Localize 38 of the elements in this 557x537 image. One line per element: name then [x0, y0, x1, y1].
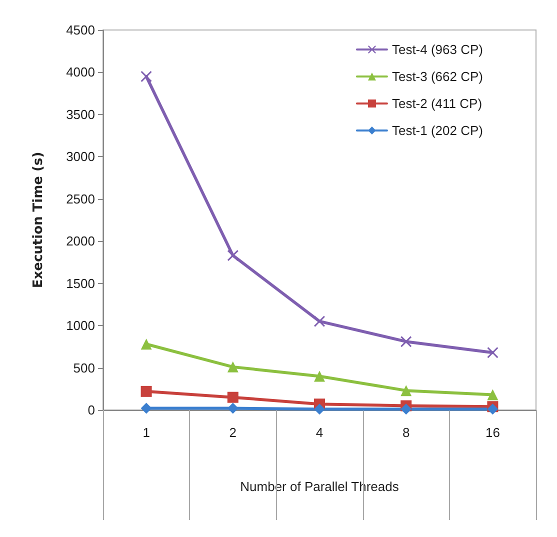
x-tick-label: 2 — [229, 425, 237, 440]
y-tick-label: 2500 — [66, 191, 95, 206]
point — [227, 392, 238, 403]
y-tick-label: 500 — [73, 360, 95, 376]
legend-label: Test-3 (662 CP) — [392, 69, 484, 84]
y-tick-label: 2000 — [66, 234, 95, 249]
point — [400, 404, 412, 415]
point — [140, 402, 152, 414]
point — [227, 250, 238, 261]
point — [314, 370, 325, 382]
point — [400, 336, 412, 348]
point — [140, 70, 152, 82]
y-tick-label: 3500 — [66, 106, 95, 122]
y-tick-label: 4500 — [66, 22, 95, 38]
x-axis-title: Number of Parallel Threads — [240, 479, 400, 494]
point — [140, 386, 152, 397]
point — [227, 402, 238, 414]
point — [487, 389, 498, 400]
point — [487, 404, 498, 415]
x-tick-label: 8 — [402, 425, 410, 440]
point — [314, 404, 325, 415]
y-tick-label: 3000 — [66, 149, 95, 164]
x-tick-label: 16 — [485, 425, 500, 440]
y-tick-label: 1500 — [66, 276, 95, 291]
point — [140, 338, 152, 350]
point — [487, 347, 498, 358]
point — [400, 385, 412, 396]
y-tick-label: 1000 — [66, 318, 95, 334]
y-tick-label: 4000 — [66, 64, 95, 80]
x-tick-label: 4 — [316, 425, 324, 440]
legend-label: Test-4 (963 CP) — [392, 42, 484, 57]
point — [227, 361, 238, 372]
x-tick-label: 1 — [142, 425, 150, 440]
y-axis-title: Execution Time (s) — [31, 152, 46, 288]
legend-label: Test-1 (202 CP) — [392, 123, 484, 138]
legend-label: Test-2 (411 CP) — [392, 96, 482, 111]
y-tick-label: 0 — [88, 402, 95, 418]
point — [314, 316, 325, 327]
